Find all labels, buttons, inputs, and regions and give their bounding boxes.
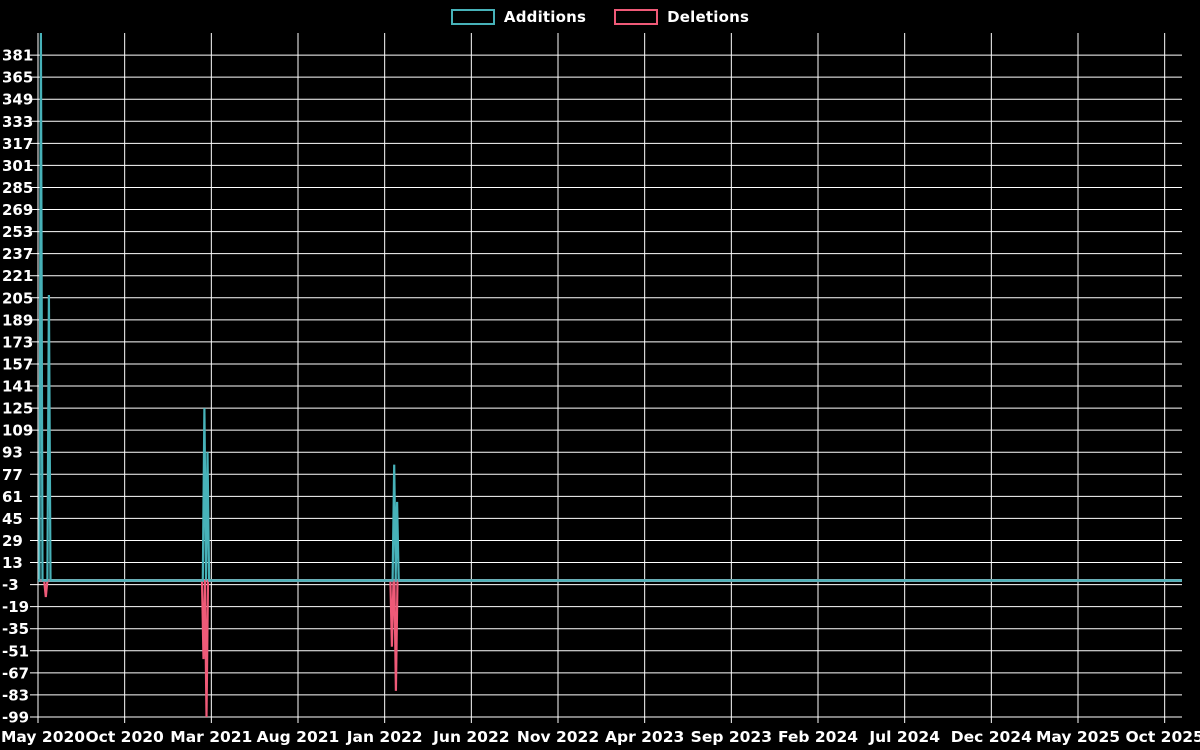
x-tick-label: Oct 2025 (1126, 728, 1200, 746)
x-tick-label: Aug 2021 (257, 728, 340, 746)
x-tick-label: May 2020 (1, 728, 85, 746)
y-tick-label: 77 (2, 466, 23, 484)
y-tick-label: 349 (2, 91, 33, 109)
y-tick-label: 109 (2, 422, 33, 440)
y-tick-label: 381 (2, 47, 33, 65)
x-tick-label: Nov 2022 (517, 728, 599, 746)
x-tick-label: Dec 2024 (951, 728, 1032, 746)
y-tick-label: 141 (2, 378, 33, 396)
y-tick-label: 253 (2, 223, 33, 241)
x-tick-label: Jan 2022 (346, 728, 423, 746)
y-tick-label: 269 (2, 201, 33, 219)
y-tick-label: 173 (2, 333, 33, 351)
additions-swatch-icon (450, 9, 495, 25)
chart-legend: Additions Deletions (0, 8, 1200, 26)
y-tick-label: -3 (2, 576, 19, 594)
y-tick-label: 237 (2, 245, 33, 263)
legend-entry-deletions: Deletions (614, 8, 749, 26)
legend-entry-additions: Additions (450, 8, 587, 26)
y-tick-label: -83 (2, 686, 29, 704)
x-tick-label: Feb 2024 (778, 728, 858, 746)
y-tick-label: 157 (2, 355, 33, 373)
y-tick-label: -19 (2, 598, 29, 616)
x-tick-label: Mar 2021 (170, 728, 252, 746)
x-tick-label: Jun 2022 (432, 728, 509, 746)
y-tick-label: 189 (2, 311, 33, 329)
x-tick-label: Apr 2023 (605, 728, 684, 746)
y-tick-label: 365 (2, 69, 33, 87)
y-tick-label: 221 (2, 267, 33, 285)
legend-label-deletions: Deletions (667, 8, 750, 26)
y-tick-label: -99 (2, 709, 29, 727)
x-tick-label: May 2025 (1036, 728, 1120, 746)
y-tick-label: 125 (2, 400, 33, 418)
deletions-swatch-icon (614, 9, 659, 25)
y-tick-label: 317 (2, 135, 33, 153)
x-tick-label: Oct 2020 (86, 728, 165, 746)
y-tick-label: 333 (2, 113, 33, 131)
y-tick-label: 301 (2, 157, 33, 175)
y-tick-label: -35 (2, 620, 29, 638)
x-tick-label: Jul 2024 (868, 728, 940, 746)
y-tick-label: 205 (2, 289, 33, 307)
y-tick-label: 13 (2, 554, 23, 572)
x-tick-label: Sep 2023 (691, 728, 772, 746)
y-tick-label: 29 (2, 532, 23, 550)
y-tick-label: 61 (2, 488, 23, 506)
additions-line (38, 32, 1182, 582)
legend-label-additions: Additions (503, 8, 587, 26)
deletions-line (38, 579, 1182, 718)
y-tick-label: -67 (2, 664, 29, 682)
y-tick-label: 45 (2, 510, 23, 528)
y-tick-label: -51 (2, 642, 29, 660)
y-tick-label: 285 (2, 179, 33, 197)
y-tick-label: 93 (2, 444, 23, 462)
